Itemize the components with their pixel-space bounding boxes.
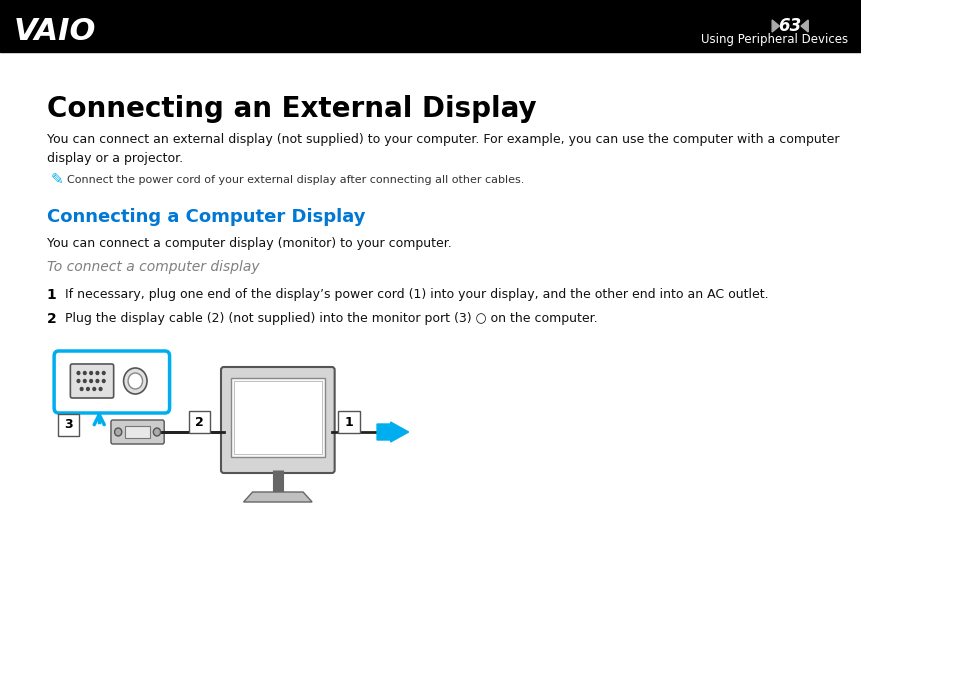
Text: 1: 1 bbox=[47, 288, 56, 302]
FancyBboxPatch shape bbox=[71, 364, 113, 398]
Polygon shape bbox=[771, 20, 779, 32]
Circle shape bbox=[99, 388, 102, 390]
Circle shape bbox=[96, 379, 99, 383]
Text: 1: 1 bbox=[344, 415, 354, 429]
Circle shape bbox=[124, 368, 147, 394]
FancyArrow shape bbox=[376, 422, 408, 442]
Text: 2: 2 bbox=[47, 312, 56, 326]
Circle shape bbox=[83, 379, 86, 383]
Bar bbox=[231, 378, 324, 457]
Circle shape bbox=[87, 388, 90, 390]
Bar bbox=[125, 426, 150, 438]
Circle shape bbox=[92, 388, 95, 390]
Circle shape bbox=[80, 388, 83, 390]
Circle shape bbox=[77, 371, 80, 375]
FancyBboxPatch shape bbox=[189, 411, 210, 433]
FancyBboxPatch shape bbox=[221, 367, 335, 473]
Text: Connect the power cord of your external display after connecting all other cable: Connect the power cord of your external … bbox=[67, 175, 523, 185]
Text: To connect a computer display: To connect a computer display bbox=[47, 260, 259, 274]
Text: Connecting a Computer Display: Connecting a Computer Display bbox=[47, 208, 365, 226]
Circle shape bbox=[90, 379, 92, 383]
Polygon shape bbox=[801, 20, 807, 32]
Text: 3: 3 bbox=[64, 419, 72, 431]
FancyBboxPatch shape bbox=[54, 351, 170, 413]
Circle shape bbox=[102, 379, 105, 383]
Circle shape bbox=[102, 371, 105, 375]
Circle shape bbox=[96, 371, 99, 375]
Text: You can connect a computer display (monitor) to your computer.: You can connect a computer display (moni… bbox=[47, 237, 451, 250]
Bar bbox=[0, 0, 860, 52]
Text: Plug the display cable (2) (not supplied) into the monitor port (3) ○ on the com: Plug the display cable (2) (not supplied… bbox=[65, 312, 597, 325]
Circle shape bbox=[77, 379, 80, 383]
Circle shape bbox=[83, 371, 86, 375]
Circle shape bbox=[90, 371, 92, 375]
Text: You can connect an external display (not supplied) to your computer. For example: You can connect an external display (not… bbox=[47, 133, 839, 165]
Polygon shape bbox=[243, 492, 312, 502]
Circle shape bbox=[114, 428, 122, 436]
Text: If necessary, plug one end of the display’s power cord (1) into your display, an: If necessary, plug one end of the displa… bbox=[65, 288, 768, 301]
FancyBboxPatch shape bbox=[58, 414, 79, 436]
Text: 2: 2 bbox=[194, 415, 204, 429]
Text: Connecting an External Display: Connecting an External Display bbox=[47, 95, 536, 123]
FancyBboxPatch shape bbox=[338, 411, 359, 433]
Circle shape bbox=[153, 428, 160, 436]
Bar bbox=[233, 381, 322, 454]
FancyBboxPatch shape bbox=[111, 420, 164, 444]
Text: Using Peripheral Devices: Using Peripheral Devices bbox=[700, 34, 847, 47]
Text: VAIO: VAIO bbox=[13, 18, 96, 47]
Circle shape bbox=[128, 373, 142, 389]
Text: ✎: ✎ bbox=[51, 172, 63, 187]
Text: 63: 63 bbox=[778, 17, 801, 35]
